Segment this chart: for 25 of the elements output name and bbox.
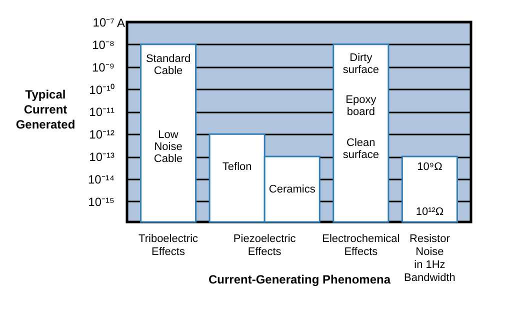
x-tick-label: Resistor Noise in 1Hz Bandwidth [404, 233, 456, 284]
text: A [116, 16, 126, 30]
x-tick-label: Piezoelectric Effects [233, 233, 296, 258]
annotation: Clean surface [342, 137, 379, 161]
annotation: 10¹²Ω [416, 206, 444, 218]
annotation: Epoxy board [346, 94, 377, 118]
x-tick-label: Electrochemical Effects [322, 233, 400, 258]
x-tick-label: Triboelectric Effects [138, 233, 199, 258]
y-tick-label: 10⁻⁸ [92, 38, 114, 52]
y-tick-label: 10⁻¹² [89, 128, 114, 142]
annotation: Dirty surface [342, 52, 379, 76]
annotation: Standard Cable [146, 53, 191, 77]
annotation: Low Noise Cable [154, 129, 183, 165]
y-axis-title: Typical Current Generated [16, 88, 76, 132]
y-tick-label: 10⁻¹⁵ [88, 194, 115, 209]
x-axis-title: Current-Generating Phenomena [208, 272, 391, 286]
y-tick-label: 10⁻¹¹ [89, 105, 114, 120]
y-tick-label: 10⁻¹³ [89, 150, 114, 164]
annotation: Teflon [222, 161, 252, 173]
y-tick-label: 10⁻¹⁰ [89, 82, 114, 97]
annotation: 10⁹Ω [417, 161, 442, 173]
y-tick-label: 10⁻¹⁴ [88, 172, 114, 186]
series-label: Ceramics [268, 183, 316, 196]
y-tick-label: 10⁻⁷ [92, 16, 114, 30]
y-tick-label: 10⁻⁹ [92, 60, 114, 74]
